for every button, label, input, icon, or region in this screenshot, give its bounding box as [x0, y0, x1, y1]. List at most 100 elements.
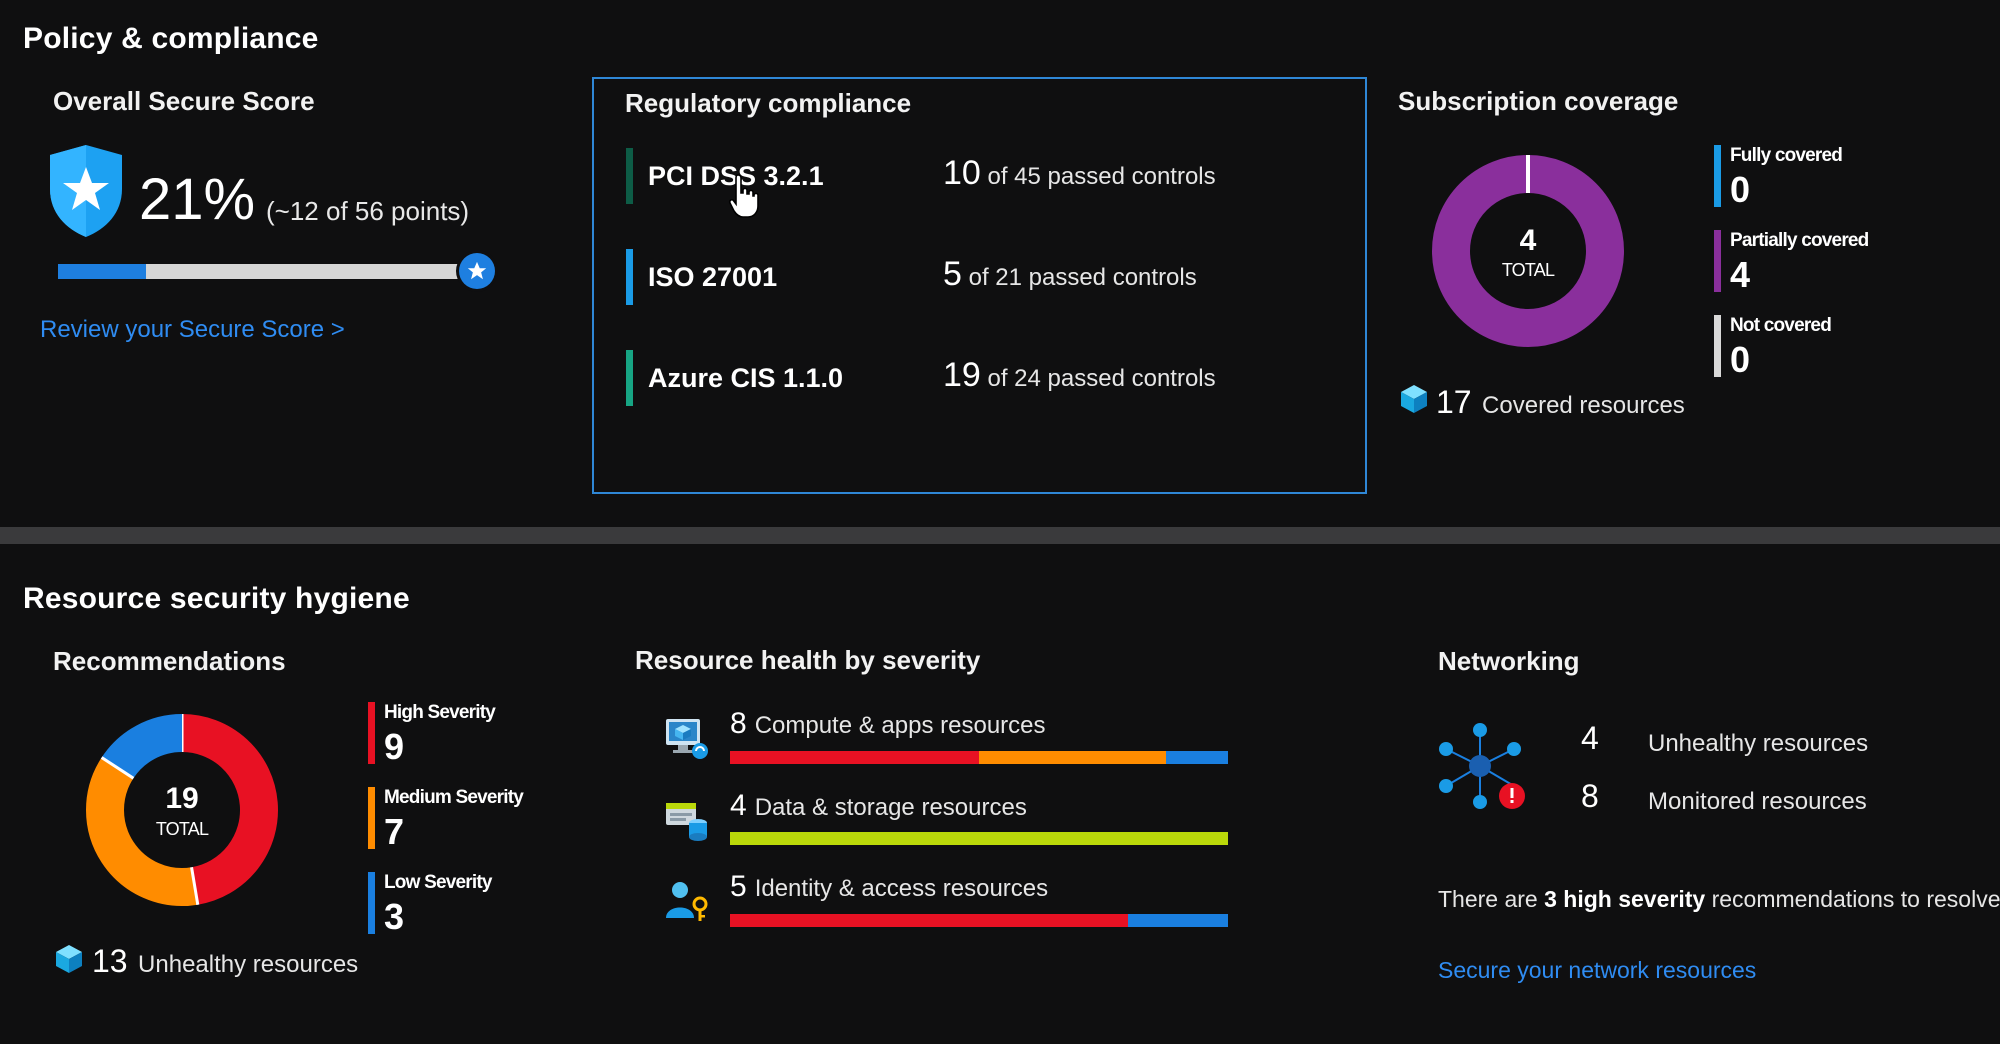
legend-marker — [1714, 315, 1721, 377]
networking-unhealthy-label: Unhealthy resources — [1648, 730, 1869, 757]
legend-label: Fully covered — [1730, 145, 1843, 166]
regulatory-compliance-title: Regulatory compliance — [625, 88, 912, 118]
compute-apps-icon — [664, 715, 710, 761]
legend-value: 4 — [1730, 254, 1751, 295]
covered-resources-count: 17 — [1436, 384, 1472, 420]
unhealthy-resources-label: Unhealthy resources — [138, 951, 359, 978]
hygiene-section-title: Resource security hygiene — [23, 582, 410, 615]
regulatory-compliance-card[interactable]: Regulatory compliance PCI DSS 3.2.1 10 o… — [592, 77, 1367, 494]
legend-value: 0 — [1730, 339, 1751, 380]
health-row-count: 4 — [730, 789, 747, 822]
covered-resources: 17 Covered resources — [1436, 384, 1685, 421]
hand-cursor-icon — [728, 173, 762, 219]
networking-unhealthy-count: 4 — [1581, 720, 1599, 756]
networking-note-bold: 3 high severity — [1544, 886, 1706, 912]
secure-network-resources-link[interactable]: Secure your network resources — [1438, 957, 1757, 983]
regulatory-passed-text: of 21 passed controls — [968, 264, 1197, 291]
donut-separator — [190, 866, 200, 905]
networking-title: Networking — [1438, 646, 1580, 676]
unhealthy-resources: 13 Unhealthy resources — [92, 943, 358, 980]
health-row-data: 4 Data & storage resources — [730, 789, 1027, 823]
networking-note-suffix: recommendations to resolve — [1711, 886, 2000, 912]
health-bar-segment — [730, 751, 979, 764]
unhealthy-resources-count: 13 — [92, 943, 128, 979]
health-bar-data — [730, 832, 1228, 845]
recommendations-title: Recommendations — [53, 646, 286, 676]
donut-separator — [100, 756, 135, 780]
secure-score-progress-bar — [58, 264, 478, 279]
recommendations-donut-chart — [84, 712, 280, 908]
health-row-identity: 5 Identity & access resources — [730, 870, 1048, 904]
networking-note: There are 3 high severity recommendation… — [1438, 886, 2000, 913]
legend-marker — [1714, 230, 1721, 292]
cube-icon — [1400, 384, 1428, 414]
covered-resources-label: Covered resources — [1482, 392, 1685, 419]
data-storage-icon — [664, 797, 710, 843]
recommendations-total-count: 19 — [165, 782, 199, 815]
identity-access-icon — [664, 878, 710, 924]
health-bar-segment — [730, 914, 1129, 927]
policy-section-title: Policy & compliance — [23, 22, 319, 55]
cube-icon — [55, 944, 83, 974]
secure-score-progress-fill — [58, 264, 147, 279]
resource-health-title: Resource health by severity — [635, 645, 981, 675]
recommendations-total-label: TOTAL — [155, 819, 209, 839]
secure-score-knob-star-icon — [459, 253, 495, 289]
health-bar-identity — [730, 914, 1228, 927]
legend-marker — [368, 787, 375, 849]
coverage-total-count: 4 — [1519, 224, 1537, 257]
health-row-compute: 8 Compute & apps resources — [730, 707, 1046, 741]
legend-value: 3 — [384, 896, 405, 937]
regulatory-passed-text: of 45 passed controls — [987, 163, 1216, 190]
legend-value: 0 — [1730, 169, 1751, 210]
subscription-coverage-title: Subscription coverage — [1398, 86, 1679, 116]
health-bar-segment — [979, 751, 1166, 764]
donut-slice — [181, 714, 278, 905]
regulatory-marker — [626, 148, 633, 204]
legend-label: Partially covered — [1730, 230, 1869, 251]
networking-note-prefix: There are — [1438, 886, 1538, 912]
secure-score-percent: 21% — [139, 167, 256, 232]
health-bar-segment — [1128, 914, 1228, 927]
legend-value: 9 — [384, 726, 405, 767]
health-row-label: Data & storage resources — [754, 794, 1027, 821]
regulatory-passed-count: 10 — [943, 154, 981, 192]
regulatory-passed-count: 19 — [943, 356, 981, 394]
regulatory-marker — [626, 249, 633, 305]
legend-marker — [1714, 145, 1721, 207]
regulatory-passed-controls: 10 of 45 passed controls — [943, 154, 1216, 193]
legend-label: Medium Severity — [384, 787, 524, 808]
regulatory-row-iso[interactable]: ISO 27001 5 of 21 passed controls — [626, 249, 1356, 305]
review-secure-score-link[interactable]: Review your Secure Score > — [40, 316, 345, 343]
secure-score-points: (~12 of 56 points) — [266, 196, 470, 226]
coverage-total-label: TOTAL — [1501, 260, 1555, 280]
regulatory-row-cis[interactable]: Azure CIS 1.1.0 19 of 24 passed controls — [626, 350, 1356, 406]
health-row-label: Identity & access resources — [754, 875, 1049, 902]
legend-marker — [368, 872, 375, 934]
regulatory-passed-controls: 5 of 21 passed controls — [943, 255, 1197, 294]
donut-slice — [101, 714, 183, 779]
health-bar-segment — [1165, 751, 1228, 764]
health-bar-segment — [730, 832, 1228, 845]
health-row-count: 8 — [730, 707, 747, 740]
section-divider — [0, 527, 2000, 544]
shield-star-icon — [46, 143, 126, 239]
legend-value: 7 — [384, 811, 405, 852]
legend-label: Not covered — [1730, 315, 1832, 336]
legend-label: High Severity — [384, 702, 496, 723]
networking-monitored-count: 8 — [1581, 778, 1599, 814]
network-topology-icon — [1434, 720, 1530, 816]
health-row-count: 5 — [730, 870, 747, 903]
regulatory-marker — [626, 350, 633, 406]
donut-slice — [86, 757, 198, 906]
regulatory-passed-count: 5 — [943, 255, 962, 293]
legend-marker — [368, 702, 375, 764]
coverage-donut-chart — [1430, 153, 1626, 349]
legend-label: Low Severity — [384, 872, 492, 893]
regulatory-standard-name: ISO 27001 — [648, 262, 778, 292]
regulatory-passed-text: of 24 passed controls — [987, 365, 1216, 392]
health-bar-compute — [730, 751, 1228, 764]
networking-monitored-label: Monitored resources — [1648, 788, 1867, 815]
regulatory-standard-name: Azure CIS 1.1.0 — [648, 363, 844, 393]
regulatory-passed-controls: 19 of 24 passed controls — [943, 356, 1216, 395]
